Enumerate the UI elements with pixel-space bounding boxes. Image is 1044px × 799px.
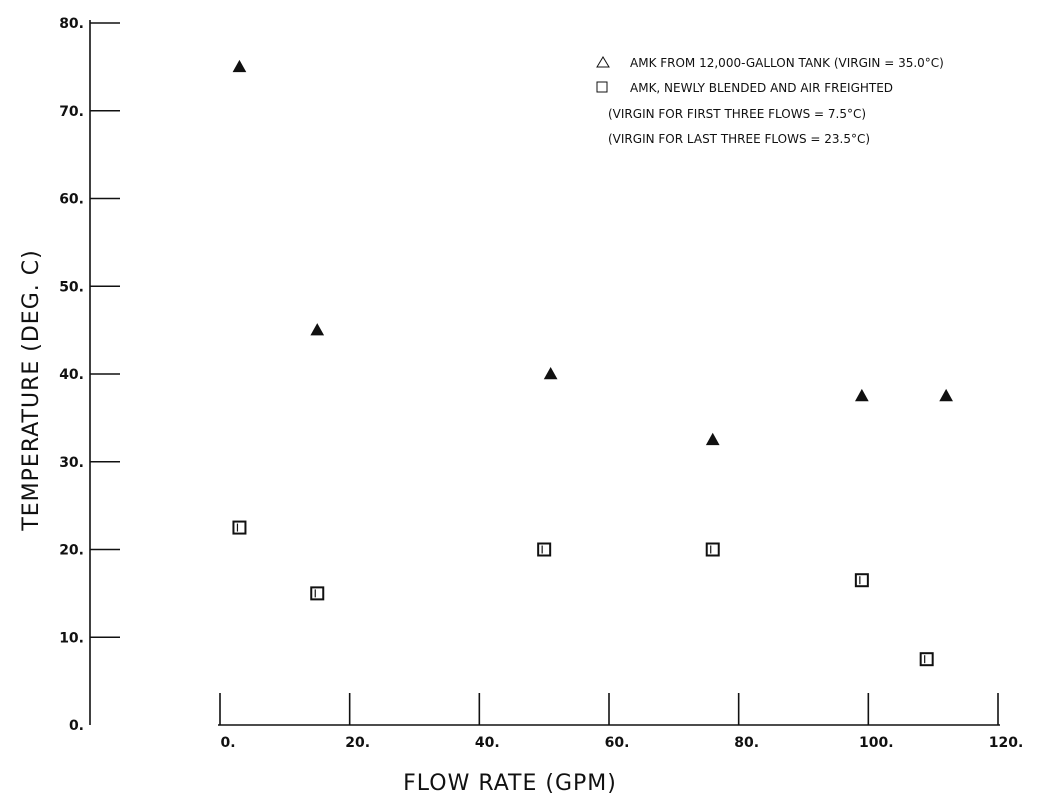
data-point-square [854,573,869,588]
y-tick-label: 50. [59,279,84,295]
y-tick-label: 60. [59,192,84,208]
legend: AMK FROM 12,000-GALLON TANK (VIRGIN = 35… [596,56,944,146]
y-tick-label: 80. [59,16,84,32]
legend-triangle-icon [596,56,610,68]
legend-label-series-1: AMK FROM 12,000-GALLON TANK (VIRGIN = 35… [630,56,944,70]
x-tick-label: 80. [734,735,759,751]
data-point-square [232,520,247,535]
x-ticks: 0. 20. 40. 60. 80. 100. 120. [219,693,1024,751]
data-point-triangle [855,388,869,402]
data-point-triangle [705,432,720,446]
y-tick-label: 10. [59,630,84,646]
x-tick-label: 20. [345,735,370,751]
data-point-triangle [232,59,247,73]
y-ticks: 0. 10. 20. 30. 40. 50. 60. 70. 80. [59,16,120,734]
y-tick-label: 0. [69,718,84,734]
x-tick-label: 40. [475,735,500,751]
x-tick-label: 60. [605,735,630,751]
x-tick-label: 0. [220,735,235,751]
data-point-triangle [939,388,953,402]
data-point-triangle [310,323,325,336]
legend-label-series-2: AMK, NEWLY BLENDED AND AIR FREIGHTED [630,81,893,95]
legend-note-first: (VIRGIN FOR FIRST THREE FLOWS = 7.5°C) [608,107,866,121]
data-point-square [537,542,552,557]
y-tick-label: 30. [59,455,84,471]
x-tick-label: 120. [989,735,1024,751]
data-points [232,59,953,667]
y-tick-label: 20. [59,543,84,559]
x-axis-title: FLOW RATE (GPM) [403,771,617,796]
data-point-square [310,586,325,601]
x-tick-label: 100. [859,735,894,751]
data-point-square [705,542,720,557]
y-axis-title: TEMPERATURE (DEG. C) [19,249,44,531]
y-tick-label: 70. [59,104,84,120]
legend-note-last: (VIRGIN FOR LAST THREE FLOWS = 23.5°C) [608,132,870,146]
data-point-square [919,652,934,667]
legend-square-icon [596,81,608,93]
y-tick-label: 40. [59,367,84,383]
data-point-triangle [543,366,558,380]
